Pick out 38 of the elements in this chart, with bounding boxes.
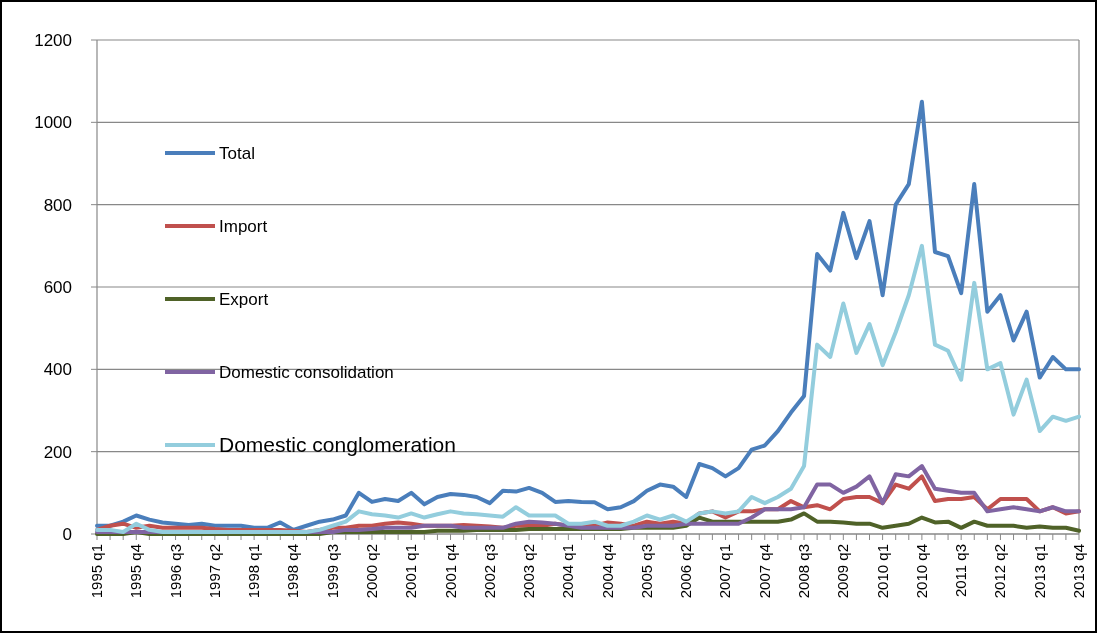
x-tick-label: 2003 q2	[520, 544, 538, 599]
x-tick-label: 2001 q1	[402, 544, 420, 599]
legend-label: Total	[219, 143, 255, 163]
x-tick-label: 2004 q4	[598, 544, 616, 599]
legend-label: Export	[219, 289, 269, 309]
x-tick-label: 2008 q3	[795, 544, 813, 599]
x-tick-label: 2002 q3	[480, 544, 498, 599]
x-tick-label: 2012 q2	[991, 544, 1009, 599]
x-tick-label: 2013 q4	[1070, 544, 1087, 599]
x-tick-label: 2007 q4	[755, 544, 773, 599]
x-tick-label: 1998 q1	[245, 544, 263, 599]
legend-label: Import	[219, 216, 268, 236]
x-tick-label: 1998 q4	[284, 544, 302, 599]
x-tick-label: 2010 q1	[873, 544, 891, 599]
x-tick-label: 2004 q1	[559, 544, 577, 599]
y-tick-label: 200	[43, 442, 72, 462]
legend-label: Domestic conglomeration	[219, 433, 456, 457]
x-tick-label: 1996 q3	[166, 544, 184, 599]
x-tick-label: 2006 q2	[677, 544, 695, 599]
x-tick-label: 2009 q2	[834, 544, 852, 599]
x-tick-label: 2001 q4	[441, 544, 459, 599]
x-tick-label: 1995 q1	[88, 544, 105, 599]
x-tick-label: 1997 q2	[205, 544, 223, 599]
x-tick-label: 1995 q4	[127, 544, 145, 599]
y-tick-label: 1000	[34, 113, 72, 133]
y-tick-label: 600	[43, 277, 72, 297]
y-tick-label: 800	[43, 195, 72, 215]
x-tick-label: 2011 q3	[952, 544, 970, 598]
x-tick-label: 2010 q4	[912, 544, 930, 599]
x-tick-label: 1999 q3	[323, 544, 341, 599]
x-tick-label: 2007 q1	[716, 544, 734, 599]
x-tick-label: 2013 q1	[1030, 544, 1048, 599]
x-tick-label: 2000 q2	[362, 544, 380, 599]
legend-label: Domestic consolidation	[219, 362, 394, 382]
x-tick-label: 2005 q3	[637, 544, 655, 599]
y-tick-label: 1200	[34, 30, 72, 50]
y-tick-label: 0	[62, 524, 72, 544]
y-tick-label: 400	[43, 360, 72, 380]
